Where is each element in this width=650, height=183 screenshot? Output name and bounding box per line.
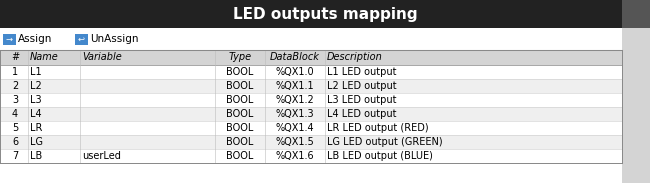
Bar [622,0,650,28]
Text: Variable: Variable [82,53,122,63]
Text: BOOL: BOOL [226,109,254,119]
Text: Description: Description [327,53,383,63]
Text: LR LED output (RED): LR LED output (RED) [327,123,428,133]
Text: %QX1.4: %QX1.4 [276,123,315,133]
Text: BOOL: BOOL [226,151,254,161]
Text: BOOL: BOOL [226,81,254,91]
Text: 3: 3 [12,95,18,105]
Text: %QX1.6: %QX1.6 [276,151,315,161]
Bar [0,28,622,50]
Text: L2 LED output: L2 LED output [327,81,396,91]
Text: 6: 6 [12,137,18,147]
Text: LG LED output (GREEN): LG LED output (GREEN) [327,137,443,147]
Bar [0,79,622,93]
Bar [0,50,622,65]
Text: 2: 2 [12,81,18,91]
Text: Name: Name [30,53,58,63]
Text: %QX1.2: %QX1.2 [276,95,315,105]
Text: 5: 5 [12,123,18,133]
Text: LB: LB [30,151,42,161]
Text: →: → [6,35,13,44]
Text: BOOL: BOOL [226,95,254,105]
Bar [0,149,622,163]
Text: %QX1.3: %QX1.3 [276,109,315,119]
Text: BOOL: BOOL [226,137,254,147]
Text: 7: 7 [12,151,18,161]
Text: UnAssign: UnAssign [90,34,138,44]
Text: #: # [11,53,19,63]
Text: Type: Type [228,53,252,63]
Bar [0,65,622,79]
Text: LG: LG [30,137,43,147]
Bar [0,93,622,107]
Text: LR: LR [30,123,42,133]
Text: L1: L1 [30,67,42,77]
Bar [75,33,88,44]
Text: %QX1.0: %QX1.0 [276,67,315,77]
Bar [0,121,622,135]
Text: BOOL: BOOL [226,67,254,77]
Text: userLed: userLed [82,151,121,161]
Text: L1 LED output: L1 LED output [327,67,396,77]
Text: L4: L4 [30,109,42,119]
Text: L3 LED output: L3 LED output [327,95,396,105]
Text: L4 LED output: L4 LED output [327,109,396,119]
Bar [0,135,622,149]
Text: LED outputs mapping: LED outputs mapping [233,7,417,21]
Bar [3,33,16,44]
Text: ↩: ↩ [78,35,85,44]
Text: 4: 4 [12,109,18,119]
Text: 1: 1 [12,67,18,77]
Text: %QX1.1: %QX1.1 [276,81,315,91]
Bar [0,107,622,121]
Text: DataBlock: DataBlock [270,53,320,63]
Text: L2: L2 [30,81,42,91]
Text: Assign: Assign [18,34,53,44]
Bar [622,0,650,183]
Text: %QX1.5: %QX1.5 [276,137,315,147]
Text: LB LED output (BLUE): LB LED output (BLUE) [327,151,433,161]
Text: L3: L3 [30,95,42,105]
Bar [0,0,650,28]
Text: BOOL: BOOL [226,123,254,133]
